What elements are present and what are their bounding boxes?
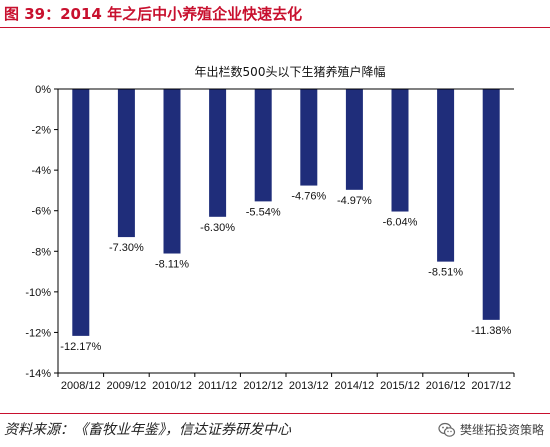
y-axis: 0% -2% -4% -6% -8% -10% -12% -14% [25,84,59,380]
x-tick-label: 2014/12 [335,380,375,392]
bar [254,89,272,202]
x-tick-label: 2008/12 [61,380,101,392]
y-tick-label: -14% [25,368,51,380]
data-label: -8.51% [428,267,463,279]
x-tick-label: 2013/12 [289,380,329,392]
y-tick-label: -4% [31,165,51,177]
source-note: 资料来源：《畜牧业年鉴》，信达证券研发中心 [4,422,291,438]
x-tick-label: 2009/12 [107,380,147,392]
data-label: -8.11% [155,259,189,271]
y-tick-label: -12% [25,327,51,339]
x-axis: 2008/12 2009/12 2010/12 2011/12 2012/12 2013/… [57,88,515,392]
bar-chart: 年出栏数500头以下生猪养殖户降幅 0% -2% -4% -6% -8% -10% -12%… [25,64,515,392]
bar [300,89,318,186]
y-tick-label: -2% [31,125,51,137]
bar [163,89,181,254]
bar [437,89,455,262]
figure-title: 图 39：2014 年之后中小养殖企业快速去化 [4,5,303,23]
y-tick-label: -10% [25,287,51,299]
bar [391,89,409,212]
data-label: -4.97% [337,195,372,207]
x-tick-label: 2012/12 [243,380,283,392]
data-label: -12.17% [60,341,101,353]
source-rule [0,413,550,414]
bar-series [72,89,500,336]
data-labels: -12.17% -7.30% -8.11% -6.30% -5.54% -4.76% -4.… [60,191,511,353]
y-tick-label: -8% [31,246,51,258]
bar [482,89,500,320]
x-tick-label: 2015/12 [380,380,420,392]
data-label: -6.04% [383,217,418,229]
chart-title: 年出栏数500头以下生猪养殖户降幅 [195,64,386,79]
bar [345,89,363,190]
bar [209,89,227,217]
y-tick-label: 0% [35,84,51,96]
title-rule [0,27,550,28]
y-tick-label: -6% [31,206,51,218]
bar [117,89,135,238]
data-label: -5.54% [246,206,281,218]
wechat-icon [438,422,456,437]
watermark-text: 樊继拓投资策略 [459,423,544,437]
bar [72,89,90,336]
data-label: -7.30% [109,242,144,254]
x-tick-label: 2010/12 [152,380,192,392]
data-label: -6.30% [200,222,235,234]
x-tick-label: 2017/12 [471,380,511,392]
watermark: 樊继拓投资策略 [438,417,544,443]
x-tick-label: 2016/12 [426,380,466,392]
data-label: -11.38% [471,325,511,337]
data-label: -4.76% [291,191,326,203]
x-tick-label: 2011/12 [198,380,237,392]
